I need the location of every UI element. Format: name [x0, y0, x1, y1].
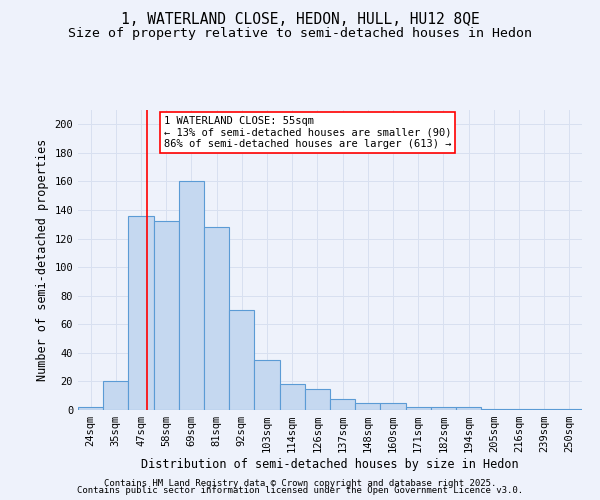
Text: 1, WATERLAND CLOSE, HEDON, HULL, HU12 8QE: 1, WATERLAND CLOSE, HEDON, HULL, HU12 8Q…: [121, 12, 479, 28]
Bar: [456, 407, 481, 410]
X-axis label: Distribution of semi-detached houses by size in Hedon: Distribution of semi-detached houses by …: [141, 458, 519, 471]
Bar: [431, 407, 456, 410]
Bar: [532, 408, 557, 410]
Bar: [481, 408, 506, 410]
Bar: [506, 408, 532, 410]
Bar: [557, 408, 582, 410]
Bar: [280, 384, 305, 410]
Bar: [330, 398, 355, 410]
Text: Size of property relative to semi-detached houses in Hedon: Size of property relative to semi-detach…: [68, 28, 532, 40]
Text: 1 WATERLAND CLOSE: 55sqm
← 13% of semi-detached houses are smaller (90)
86% of s: 1 WATERLAND CLOSE: 55sqm ← 13% of semi-d…: [164, 116, 451, 149]
Bar: [406, 407, 431, 410]
Bar: [154, 222, 179, 410]
Bar: [305, 388, 330, 410]
Bar: [229, 310, 254, 410]
Text: Contains public sector information licensed under the Open Government Licence v3: Contains public sector information licen…: [77, 486, 523, 495]
Bar: [355, 403, 380, 410]
Bar: [103, 382, 128, 410]
Bar: [254, 360, 280, 410]
Text: Contains HM Land Registry data © Crown copyright and database right 2025.: Contains HM Land Registry data © Crown c…: [104, 478, 496, 488]
Bar: [179, 182, 204, 410]
Bar: [128, 216, 154, 410]
Bar: [380, 403, 406, 410]
Y-axis label: Number of semi-detached properties: Number of semi-detached properties: [36, 139, 49, 381]
Bar: [204, 227, 229, 410]
Bar: [78, 407, 103, 410]
